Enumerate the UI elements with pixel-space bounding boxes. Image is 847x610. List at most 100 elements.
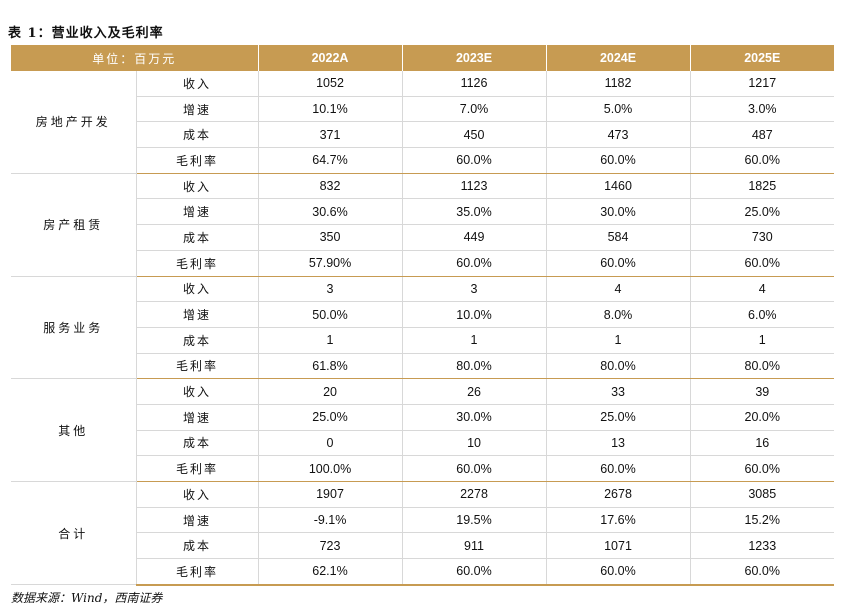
value-cell: -9.1% [257,507,403,534]
value-cell: 60.0% [545,455,691,482]
table-row: 增速 30.6% 35.0% 30.0% 25.0% [11,198,835,226]
table-row: 成本 1 1 1 1 [11,327,835,354]
metric-label: 收入 [135,378,259,405]
value-cell: 17.6% [545,507,691,534]
value-cell: 60.0% [689,558,835,586]
value-cell: 1460 [545,173,691,200]
value-cell: 10 [401,430,547,457]
value-cell: 35.0% [401,198,547,226]
value-cell: 1123 [401,173,547,200]
segment-label: 服务业务 [11,276,136,380]
value-cell: 25.0% [257,404,403,431]
value-cell: 60.0% [545,147,691,174]
value-cell: 30.0% [401,404,547,431]
segment-label: 其他 [11,378,136,482]
table-row: 增速 25.0% 30.0% 25.0% 20.0% [11,404,835,431]
table-row: 毛利率 62.1% 60.0% 60.0% 60.0% [11,558,835,586]
metric-label: 成本 [135,430,259,457]
value-cell: 25.0% [689,198,835,226]
value-cell: 25.0% [545,404,691,431]
value-cell: 60.0% [545,558,691,586]
table-row: 增速 50.0% 10.0% 8.0% 6.0% [11,301,835,328]
value-cell: 1182 [545,71,691,97]
value-cell: 3.0% [689,96,835,123]
metric-label: 收入 [135,276,259,303]
table-row: 增速 -9.1% 19.5% 17.6% 15.2% [11,507,835,534]
value-cell: 80.0% [545,353,691,380]
value-cell: 50.0% [257,301,403,328]
metric-label: 成本 [135,327,259,354]
value-cell: 449 [401,224,547,251]
value-cell: 20 [257,378,403,405]
value-cell: 584 [545,224,691,251]
table-row: 房产租赁 收入 832 1123 1460 1825 [11,173,835,277]
metric-label: 收入 [135,71,259,97]
metric-label: 增速 [135,96,259,123]
segment-label: 合计 [11,481,136,586]
table-title: 表 1：营业收入及毛利率 [8,26,164,41]
value-cell: 1233 [689,532,835,560]
value-cell: 20.0% [689,404,835,431]
value-cell: 6.0% [689,301,835,328]
value-cell: 3085 [689,481,835,508]
table-row: 合计 收入 1907 2278 2678 3085 [11,481,835,586]
value-cell: 832 [257,173,403,200]
metric-label: 成本 [135,121,259,149]
table-row: 成本 371 450 473 487 [11,121,835,149]
value-cell: 10.0% [401,301,547,328]
value-cell: 30.6% [257,198,403,226]
value-cell: 723 [257,532,403,560]
value-cell: 13 [545,430,691,457]
segment-label: 房产租赁 [11,173,136,277]
value-cell: 33 [545,378,691,405]
metric-label: 增速 [135,507,259,534]
value-cell: 100.0% [257,455,403,482]
table-row: 成本 350 449 584 730 [11,224,835,251]
value-cell: 0 [257,430,403,457]
data-source-note: 数据来源：Wind，西南证券 [11,591,163,605]
revenue-margin-table: 单位：百万元 2022A 2023E 2024E 2025E 房地产开发 收入 10… [11,45,835,586]
metric-label: 收入 [135,481,259,508]
value-cell: 730 [689,224,835,251]
value-cell: 62.1% [257,558,403,586]
value-cell: 371 [257,121,403,149]
metric-label: 毛利率 [135,147,259,174]
value-cell: 350 [257,224,403,251]
value-cell: 1126 [401,71,547,97]
value-cell: 61.8% [257,353,403,380]
metric-label: 毛利率 [135,250,259,277]
value-cell: 1 [257,327,403,354]
metric-label: 成本 [135,532,259,560]
value-cell: 60.0% [401,147,547,174]
value-cell: 16 [689,430,835,457]
value-cell: 450 [401,121,547,149]
metric-label: 毛利率 [135,455,259,482]
value-cell: 1 [401,327,547,354]
value-cell: 64.7% [257,147,403,174]
segment-label: 房地产开发 [11,71,136,174]
value-cell: 10.1% [257,96,403,123]
year-header: 2025E [689,45,835,71]
value-cell: 57.90% [257,250,403,277]
value-cell: 60.0% [545,250,691,277]
value-cell: 8.0% [545,301,691,328]
year-header: 2022A [257,45,403,71]
value-cell: 473 [545,121,691,149]
year-header: 2024E [545,45,691,71]
value-cell: 60.0% [401,455,547,482]
year-header: 2023E [401,45,547,71]
metric-label: 增速 [135,198,259,226]
value-cell: 3 [401,276,547,303]
value-cell: 1071 [545,532,691,560]
metric-label: 增速 [135,301,259,328]
value-cell: 7.0% [401,96,547,123]
table-row: 服务业务 收入 3 3 4 4 [11,276,835,380]
table-body: 房地产开发 收入 1052 1126 1182 1217 增速 10.1% 7.0% 5.0% 3.… [11,71,835,586]
value-cell: 3 [257,276,403,303]
value-cell: 15.2% [689,507,835,534]
value-cell: 60.0% [401,250,547,277]
value-cell: 4 [689,276,835,303]
value-cell: 60.0% [689,455,835,482]
table-header-row: 单位：百万元 2022A 2023E 2024E 2025E [11,45,835,71]
table-row: 房地产开发 收入 1052 1126 1182 1217 [11,71,835,174]
